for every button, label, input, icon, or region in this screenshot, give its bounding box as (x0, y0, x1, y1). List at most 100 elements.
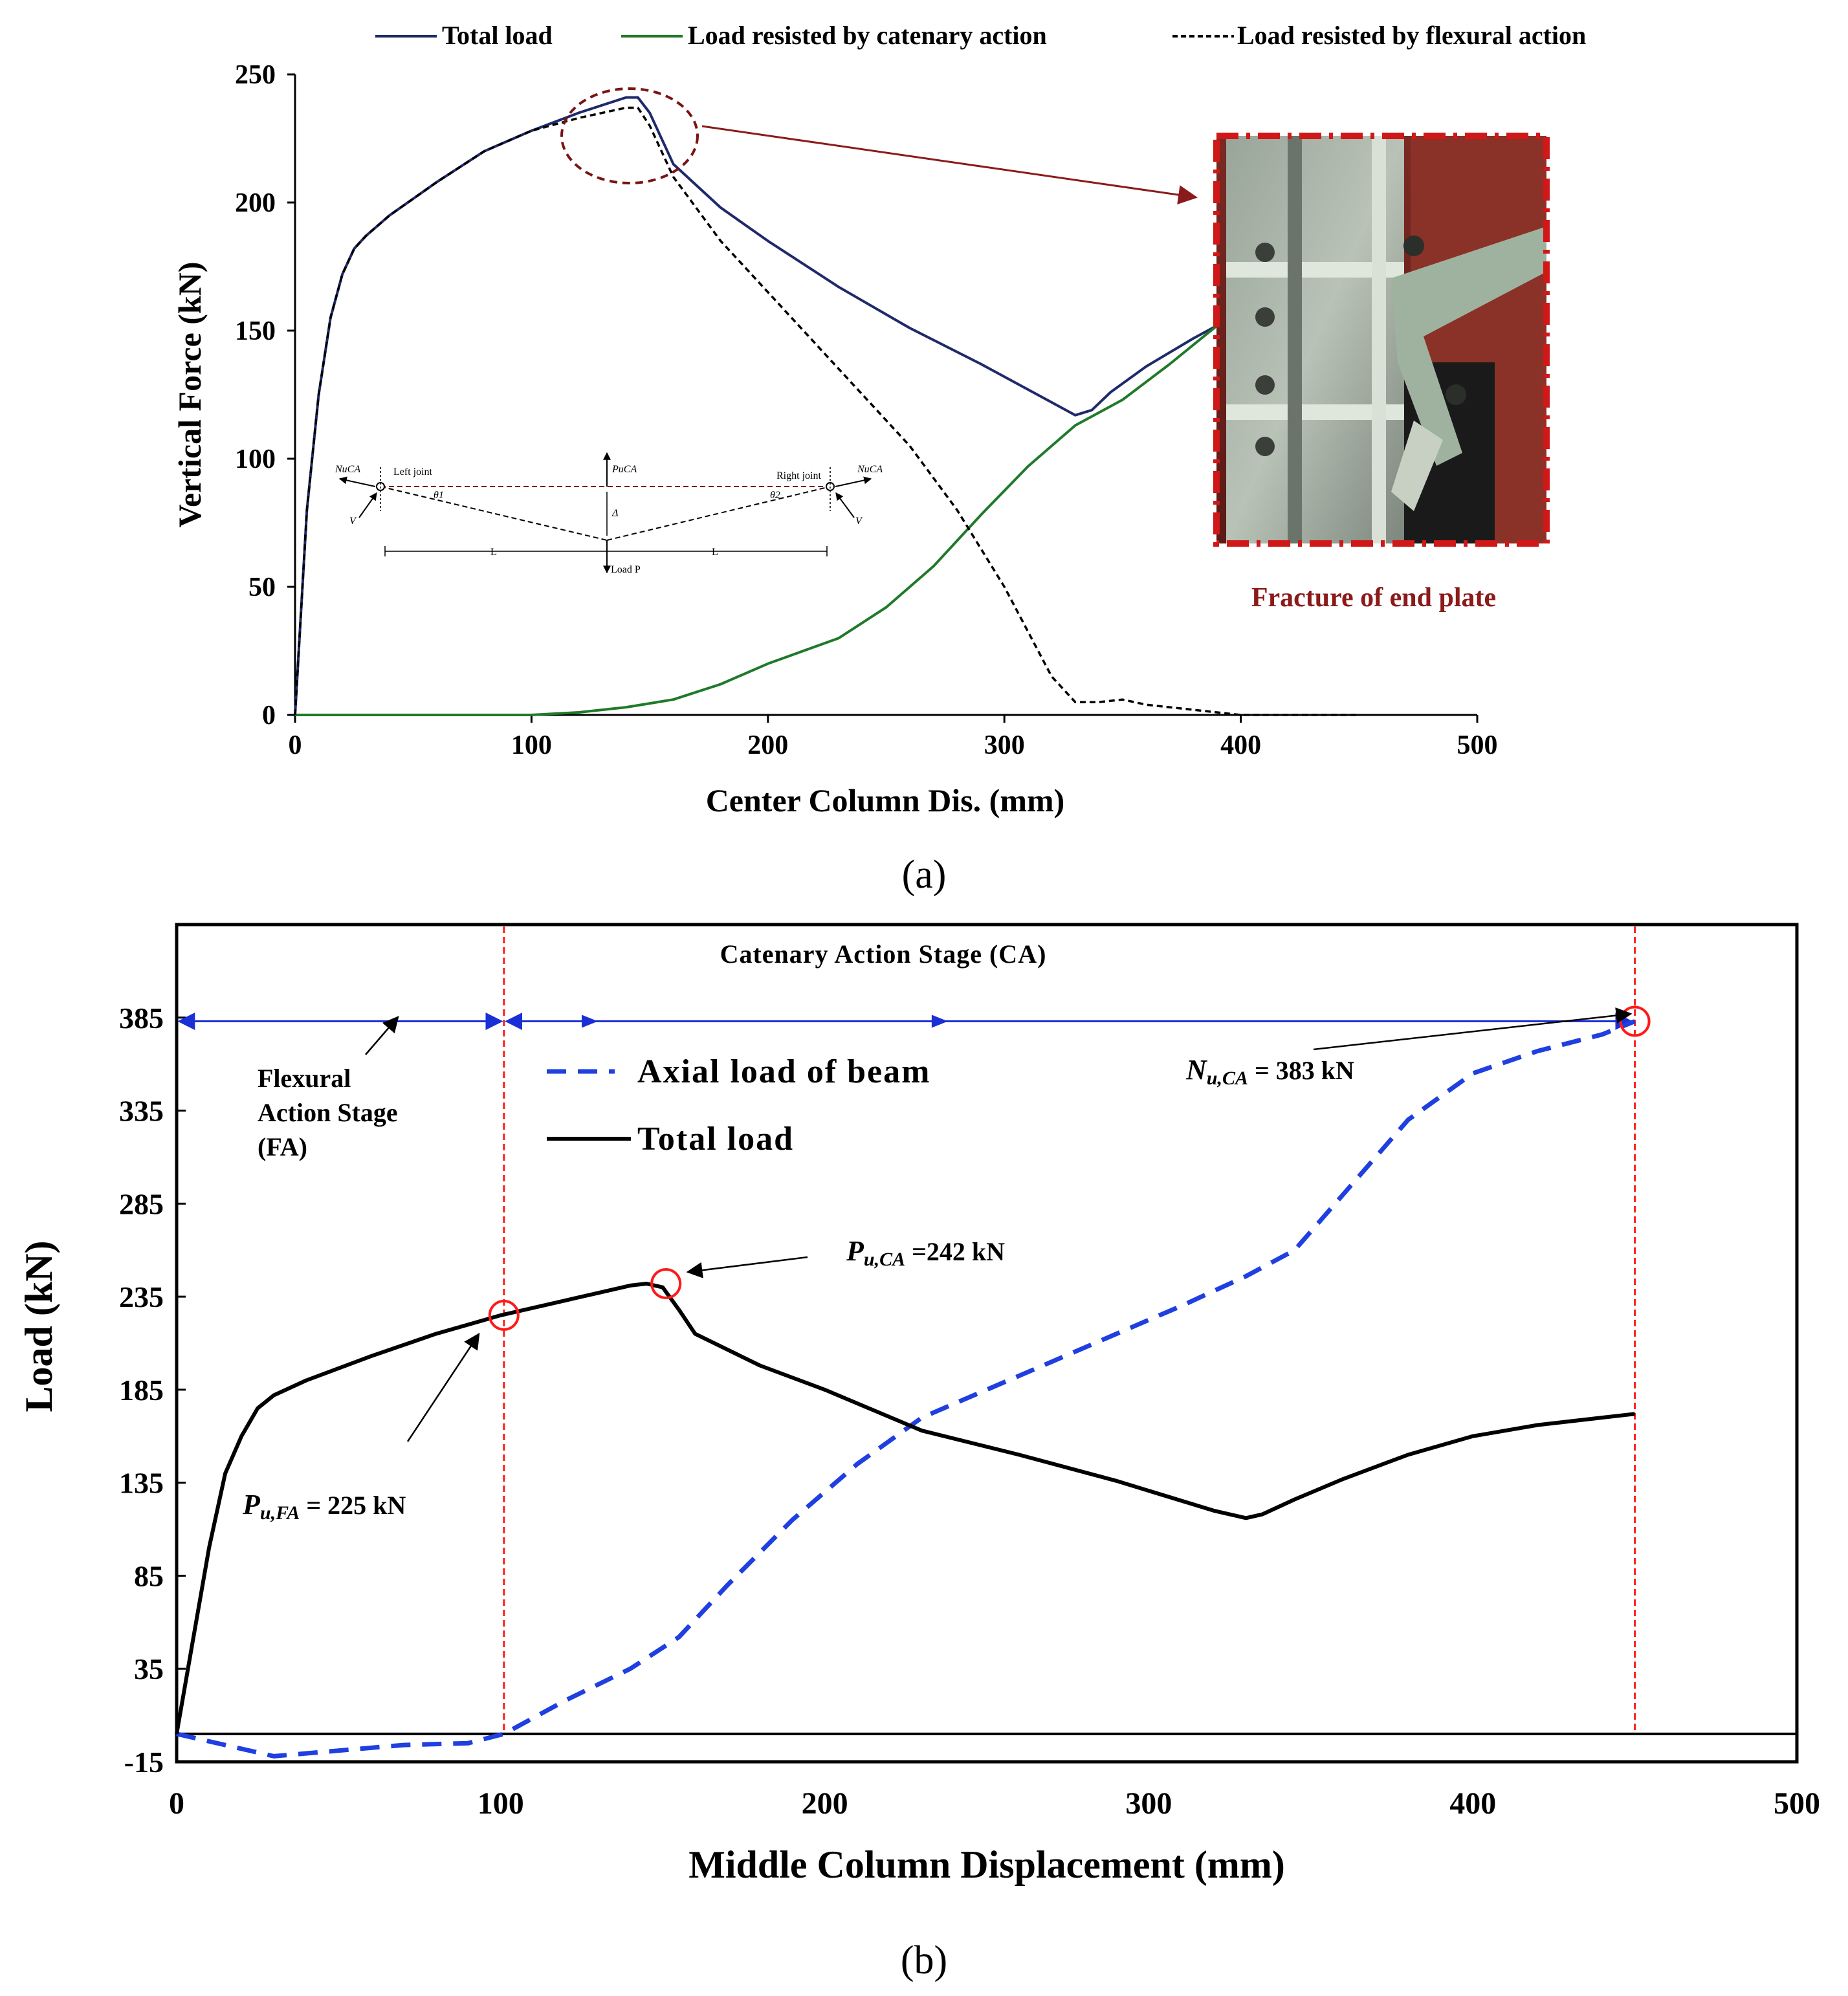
beam-schematic-inset: Left joint Right joint NuCA NuCA PuCA V … (335, 452, 883, 575)
inset-n-left-arrow (338, 476, 376, 487)
inset-v-right-label: V (855, 516, 863, 527)
y-tick-label-b: -15 (124, 1746, 164, 1779)
photo-bolt-icon (1255, 375, 1275, 395)
annotation-nu-ca-symbol: N (1185, 1054, 1208, 1086)
stage-fa-line-3: (FA) (258, 1132, 307, 1161)
inset-n-left-label: NuCA (335, 464, 360, 475)
annotation-pu-ca-sub: u,CA (864, 1249, 905, 1270)
y-tick-label-a: 0 (262, 701, 276, 730)
y-tick-label-b: 35 (134, 1652, 164, 1685)
x-tick-label-a: 500 (1457, 730, 1498, 760)
x-tick-label-b: 100 (478, 1786, 524, 1821)
photo-flange-fragment (1391, 421, 1443, 511)
photo-bolt-icon (1255, 437, 1275, 456)
annotation-pu-fa: Pu,FA = 225 kN (242, 1489, 406, 1524)
inset-theta-left-label: θ1 (434, 490, 444, 501)
annotation-pu-ca: Pu,CA =242 kN (846, 1235, 1005, 1270)
panel-b: 0 100 200 300 400 500 -15 35 85 135 185 235 285 335 38… (17, 923, 1820, 1982)
fa-pointer-arrow (365, 1016, 399, 1055)
peak-marker-circle (650, 1267, 682, 1299)
x-tick-label-a: 100 (511, 730, 552, 760)
x-tick-label-a: 300 (984, 730, 1025, 760)
series-catenary (295, 303, 1242, 716)
legend-a: Total load Load resisted by catenary act… (375, 21, 1586, 50)
fracture-photo (1213, 133, 1550, 547)
pu-ca-pointer-arrow (686, 1256, 808, 1278)
series-a (294, 96, 1359, 716)
nu-ca-pointer-arrow (1313, 1007, 1633, 1051)
inset-v-left-arrow (358, 492, 377, 518)
annotation-pu-ca-symbol: P (846, 1235, 864, 1267)
inset-deformed-left (380, 486, 608, 541)
y-tick-label-a: 200 (235, 188, 276, 218)
inset-theta-right-label: θ2 (770, 490, 780, 501)
annotation-pu-ca-value: =242 kN (905, 1237, 1005, 1266)
series-flexural (294, 106, 1359, 716)
y-tick-label-a: 100 (235, 444, 276, 474)
stage-fa-line-2: Action Stage (258, 1098, 398, 1127)
y-tick-label-b: 385 (119, 1002, 164, 1035)
peak-to-photo-arrow (701, 125, 1198, 204)
annotation-nu-ca: Nu,CA = 383 kN (1185, 1054, 1354, 1089)
y-axis-label-a: Vertical Force (kN) (171, 262, 208, 528)
photo-bolt-icon (1446, 384, 1466, 405)
x-tick-label-a: 0 (289, 730, 302, 760)
reference-lines-b (177, 927, 1797, 1735)
y-tick-label-b: 335 (119, 1095, 164, 1128)
photo-frame (1213, 133, 1550, 547)
annotation-pu-fa-symbol: P (242, 1489, 261, 1520)
panel-a: Total load Load resisted by catenary act… (171, 21, 1586, 897)
y-tick-label-b: 285 (119, 1187, 164, 1220)
inset-deformed-right (606, 486, 831, 541)
ticks-a: 0 100 200 300 400 500 0 50 100 150 200 250 (235, 60, 1498, 760)
legend-b: Axial load of beam Total load (547, 1053, 930, 1157)
x-axis-label-a: Center Column Dis. (mm) (706, 782, 1065, 818)
photo-web (1288, 136, 1302, 543)
y-tick-label-a: 150 (235, 316, 276, 346)
y-tick-label-b: 85 (134, 1559, 164, 1592)
y-tick-label-b: 135 (119, 1467, 164, 1500)
inset-v-left-label: V (349, 516, 357, 527)
ticks-b: 0 100 200 300 400 500 -15 35 85 135 185 235 285 335 38… (119, 1002, 1820, 1821)
x-tick-label-a: 200 (747, 730, 788, 760)
inset-left-joint-label: Left joint (393, 466, 433, 477)
series-axial-load (176, 1019, 1636, 1759)
photo-bolt-icon (1255, 307, 1275, 327)
inset-n-right-label: NuCA (857, 464, 883, 475)
photo-bolt-icon (1403, 236, 1424, 256)
photo-end-plate (1391, 226, 1546, 466)
x-tick-label-b: 0 (169, 1786, 184, 1821)
caption-b: (b) (901, 1938, 947, 1982)
inset-delta-label: Δ (611, 508, 618, 519)
x-tick-label-b: 300 (1125, 1786, 1172, 1821)
peak-marker-circle (488, 1299, 520, 1331)
y-tick-label-b: 235 (119, 1280, 164, 1313)
inset-p-label: PuCA (611, 464, 637, 475)
x-tick-label-b: 400 (1449, 1786, 1496, 1821)
legend-flexural: Load resisted by flexural action (1237, 21, 1586, 50)
y-tick-label-a: 250 (235, 60, 276, 90)
stage-fa-label: Flexural Action Stage (FA) (258, 1064, 398, 1161)
peak-highlight-circle (560, 87, 699, 184)
y-tick-label-a: 50 (248, 573, 276, 602)
stage-arrow-head (582, 1014, 599, 1028)
annotation-nu-ca-value: = 383 kN (1248, 1056, 1354, 1085)
stage-arrow-head (931, 1014, 948, 1028)
x-tick-label-b: 200 (802, 1786, 848, 1821)
caption-a: (a) (902, 853, 947, 897)
legend-total-b: Total load (637, 1121, 794, 1157)
annotation-nu-ca-sub: u,CA (1207, 1068, 1248, 1089)
legend-total-load: Total load (442, 21, 553, 50)
plot-frame-b (175, 923, 1799, 1764)
inset-load-label: Load P (611, 564, 641, 575)
photo-flange (1372, 136, 1386, 543)
photo-bolt-icon (1255, 243, 1275, 262)
y-tick-label-b: 185 (119, 1374, 164, 1407)
annotation-pu-fa-sub: u,FA (260, 1502, 300, 1524)
series-total-load-b (175, 1282, 1635, 1735)
legend-catenary: Load resisted by catenary action (688, 21, 1047, 50)
y-axis-label-b: Load (kN) (17, 1240, 60, 1412)
inset-n-right-arrow (835, 476, 872, 487)
legend-axial: Axial load of beam (637, 1053, 930, 1090)
